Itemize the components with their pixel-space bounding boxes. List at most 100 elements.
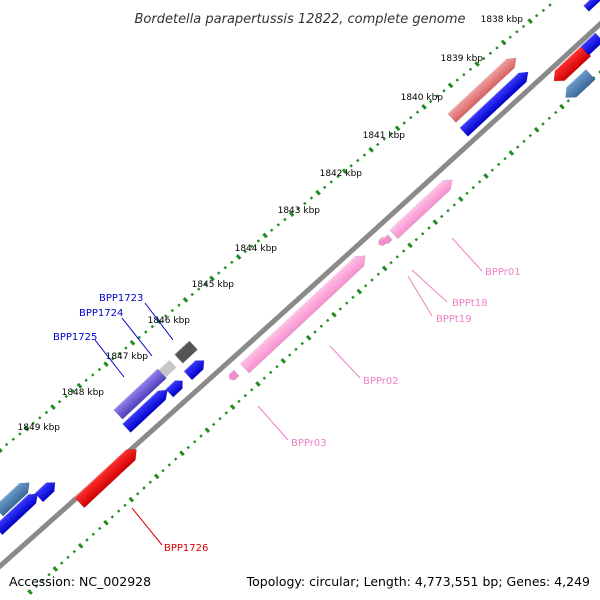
gc-dot-outer — [50, 404, 56, 410]
gc-dot-inner — [503, 157, 507, 161]
gene-cds-top-body — [582, 0, 600, 12]
gc-dot-outer — [368, 146, 374, 153]
gc-dot-inner — [516, 145, 520, 149]
gc-dot-inner — [305, 334, 312, 341]
gc-dot-inner — [319, 324, 323, 328]
gc-dot-inner — [364, 284, 368, 288]
gc-dot-outer — [382, 137, 386, 141]
gene-bpp1723-highlight — [174, 340, 190, 355]
gc-dot-inner — [98, 526, 102, 531]
gc-dot-inner — [465, 191, 469, 195]
gene-steel-highlight — [560, 68, 587, 93]
leader-bppr03 — [257, 405, 289, 441]
gc-dot-outer — [270, 228, 274, 232]
gene-cds-small — [165, 380, 183, 398]
gc-dot-outer — [144, 330, 148, 334]
gc-dot-inner — [128, 496, 135, 503]
gc-dot-outer — [182, 297, 189, 303]
gc-dot-outer — [394, 125, 401, 132]
gene-bpp1726-highlight — [74, 449, 127, 498]
gc-dot-inner — [446, 209, 450, 213]
gc-dot-outer — [521, 24, 526, 29]
gc-dot-outer — [389, 132, 393, 136]
gc-dot-inner — [229, 404, 236, 410]
gc-dot-inner — [123, 503, 127, 507]
gc-dot-inner — [237, 399, 241, 403]
gc-dot-outer — [415, 110, 420, 114]
gc-dot-outer — [11, 437, 15, 441]
gene-cds-highlight — [459, 72, 519, 129]
gc-dot-outer — [4, 442, 9, 447]
leader-bpp1723 — [144, 302, 174, 341]
leader-bppr02 — [329, 345, 361, 379]
gc-dot-inner — [407, 242, 413, 249]
gene-rrna-bppr02 — [239, 255, 366, 374]
gene-rrna-bppr01-highlight — [389, 180, 443, 231]
gene-label-bppr01: BPPr01 — [485, 267, 521, 278]
gc-dot-inner — [186, 445, 190, 450]
gc-dot-outer — [203, 282, 208, 286]
gene-bpp1726 — [74, 449, 137, 509]
gc-dot-inner — [381, 265, 388, 272]
gene-steel-body — [565, 68, 596, 98]
gc-dot-outer — [288, 211, 295, 217]
gc-dot-inner — [483, 173, 489, 179]
kbp-tick-label: 1838 kbp — [481, 15, 524, 25]
gc-dot-inner — [179, 450, 185, 457]
gc-dot-outer — [217, 271, 221, 275]
gene-salmon-body — [447, 57, 517, 123]
gene-label-bpp1726: BPP1726 — [164, 543, 208, 554]
gc-dot-inner — [427, 226, 431, 230]
gc-dot-inner — [370, 278, 374, 282]
gene-rrna-bppr02-highlight — [239, 255, 356, 364]
gc-dot-inner — [41, 578, 45, 583]
gc-dot-outer — [508, 35, 512, 39]
leader-bpp1725 — [94, 339, 125, 378]
gc-dot-inner — [440, 214, 444, 219]
gc-dot-inner — [478, 180, 482, 184]
kbp-tick-label: 1839 kbp — [441, 54, 484, 64]
kbp-tick-label: 1848 kbp — [62, 388, 105, 398]
gene-cds-top — [582, 0, 600, 12]
gene-cds-long-body — [122, 389, 168, 433]
gc-dot-inner — [313, 330, 317, 334]
gc-dot-inner — [331, 311, 337, 318]
gene-trna-bppt18-highlight — [376, 236, 383, 243]
kbp-tick-label: 1847 kbp — [106, 352, 149, 362]
kbp-tick-label: 1843 kbp — [278, 206, 321, 216]
gc-dot-outer — [488, 51, 493, 55]
gc-dot-outer — [541, 8, 546, 13]
gc-dot-inner — [136, 492, 140, 496]
gc-dot-outer — [482, 56, 486, 61]
gc-dot-inner — [351, 295, 355, 299]
gene-steel — [560, 68, 596, 98]
gc-skew-dots — [0, 3, 600, 595]
gc-dot-outer — [315, 189, 321, 196]
gc-dot-outer — [97, 367, 102, 372]
gc-dot-inner — [161, 469, 165, 473]
gc-dot-outer — [111, 357, 115, 361]
gc-dot-outer — [276, 223, 280, 227]
gc-dot-outer — [309, 196, 314, 200]
gc-dot-outer — [103, 361, 109, 368]
gene-label-bppt19: BPPt19 — [436, 314, 472, 325]
gc-dot-inner — [117, 509, 121, 513]
gc-dot-outer — [117, 351, 121, 356]
gc-dot-outer — [429, 99, 433, 104]
gc-dot-outer — [209, 275, 215, 282]
gc-dot-outer — [76, 382, 83, 389]
gene-bpp1726-body — [74, 449, 137, 509]
gc-dot-inner — [554, 110, 558, 115]
leader-bppr01 — [451, 237, 483, 272]
genome-summary-text: Topology: circular; Length: 4,773,551 bp… — [246, 574, 590, 589]
gene-cds-lower-a-body — [34, 482, 56, 503]
gc-dot-inner — [174, 457, 178, 461]
gene-bpp1723b-highlight — [183, 360, 196, 372]
gc-dot-outer — [356, 158, 360, 163]
gc-dot-inner — [356, 288, 363, 295]
gene-rrna-bppr02-body — [239, 255, 366, 374]
gene-salmon-highlight — [447, 58, 507, 115]
gc-dot-inner — [52, 566, 59, 572]
gc-dot-outer — [462, 73, 466, 77]
